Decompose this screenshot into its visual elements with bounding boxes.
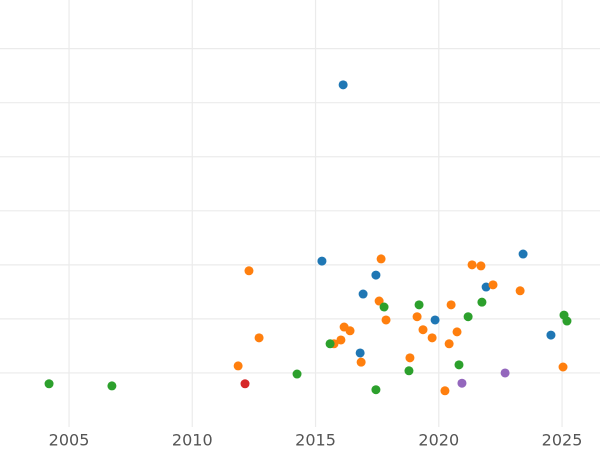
point bbox=[500, 368, 510, 378]
point bbox=[454, 360, 464, 370]
point bbox=[376, 254, 386, 264]
point bbox=[518, 249, 528, 259]
x-tick-label: 2020 bbox=[418, 431, 459, 450]
point bbox=[440, 386, 450, 396]
point bbox=[379, 302, 389, 312]
x-tick-label: 2005 bbox=[49, 431, 90, 450]
point bbox=[412, 312, 422, 322]
point bbox=[371, 270, 381, 280]
point bbox=[44, 379, 54, 389]
x-tick-label: 2010 bbox=[172, 431, 213, 450]
point bbox=[404, 366, 414, 376]
point bbox=[240, 379, 250, 389]
point bbox=[446, 300, 456, 310]
point bbox=[244, 266, 254, 276]
point bbox=[336, 335, 346, 345]
point bbox=[233, 361, 243, 371]
point bbox=[374, 296, 384, 306]
point bbox=[317, 256, 327, 266]
point bbox=[254, 333, 264, 343]
point bbox=[405, 353, 415, 363]
point bbox=[325, 339, 335, 349]
point bbox=[444, 339, 454, 349]
point bbox=[356, 357, 366, 367]
point bbox=[463, 312, 473, 322]
point bbox=[477, 297, 487, 307]
point bbox=[481, 282, 491, 292]
point bbox=[371, 385, 381, 395]
point bbox=[457, 378, 467, 388]
point bbox=[546, 330, 556, 340]
point bbox=[430, 315, 440, 325]
x-tick-label: 2015 bbox=[295, 431, 336, 450]
point bbox=[355, 348, 365, 358]
point bbox=[452, 327, 462, 337]
point bbox=[562, 316, 572, 326]
point bbox=[358, 289, 368, 299]
point bbox=[488, 280, 498, 290]
point bbox=[414, 300, 424, 310]
point bbox=[558, 362, 568, 372]
point bbox=[418, 325, 428, 335]
point bbox=[338, 80, 348, 90]
point bbox=[292, 369, 302, 379]
point bbox=[476, 261, 486, 271]
point bbox=[107, 381, 117, 391]
point bbox=[427, 333, 437, 343]
point bbox=[345, 326, 355, 336]
x-tick-label: 2025 bbox=[542, 431, 583, 450]
point bbox=[381, 315, 391, 325]
point bbox=[515, 286, 525, 296]
point bbox=[467, 260, 477, 270]
